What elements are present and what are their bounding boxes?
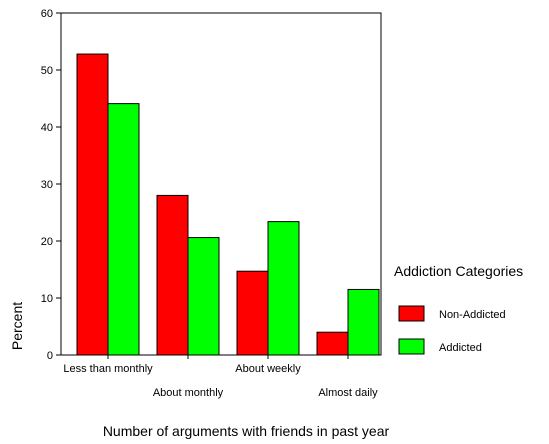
x-tick-label: About monthly	[153, 387, 224, 399]
x-tick-label: Almost daily	[318, 387, 378, 399]
bar-addicted-3	[347, 288, 380, 356]
x-tick-label: About weekly	[235, 363, 301, 375]
y-tick-label: 20	[41, 236, 53, 248]
bar-addicted-2	[267, 221, 300, 356]
legend-items: Non-Addicted Addicted	[398, 305, 506, 355]
y-tick-label: 50	[41, 65, 53, 77]
bar-addicted-1	[187, 237, 220, 356]
bar-non-addicted-0	[76, 53, 109, 356]
y-axis-ticks: 0 10 20 30 40 50 60	[41, 8, 61, 362]
x-axis-title: Number of arguments with friends in past…	[103, 423, 390, 439]
legend-swatch-addicted	[398, 338, 425, 355]
bar-addicted-0	[107, 103, 140, 356]
bar-non-addicted-3	[316, 331, 349, 356]
bar-non-addicted-1	[156, 194, 189, 356]
y-tick-label: 10	[41, 293, 53, 305]
y-axis-title: Percent	[9, 302, 25, 350]
x-tick-label: Less than monthly	[63, 363, 153, 375]
bar-non-addicted-2	[236, 270, 269, 356]
y-tick-label: 30	[41, 179, 53, 191]
bars	[76, 53, 380, 356]
y-tick-label: 60	[41, 8, 53, 20]
legend-swatch-non-addicted	[398, 305, 425, 322]
y-tick-label: 40	[41, 122, 53, 134]
y-tick-label: 0	[47, 350, 53, 362]
legend-title: Addiction Categories	[394, 263, 523, 279]
legend-label-addicted: Addicted	[439, 342, 482, 354]
legend-label-non-addicted: Non-Addicted	[439, 309, 506, 321]
legend: Addiction Categories Non-Addicted Addicte…	[394, 263, 523, 355]
